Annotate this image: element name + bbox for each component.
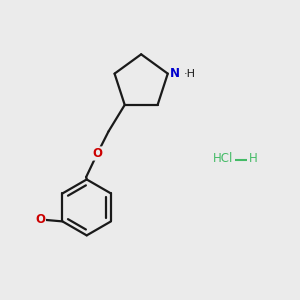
Text: O: O <box>35 213 45 226</box>
Text: N: N <box>170 67 180 80</box>
Text: HCl: HCl <box>213 152 234 165</box>
Text: ·H: ·H <box>184 69 196 79</box>
Text: O: O <box>92 147 102 160</box>
Text: H: H <box>249 152 257 165</box>
